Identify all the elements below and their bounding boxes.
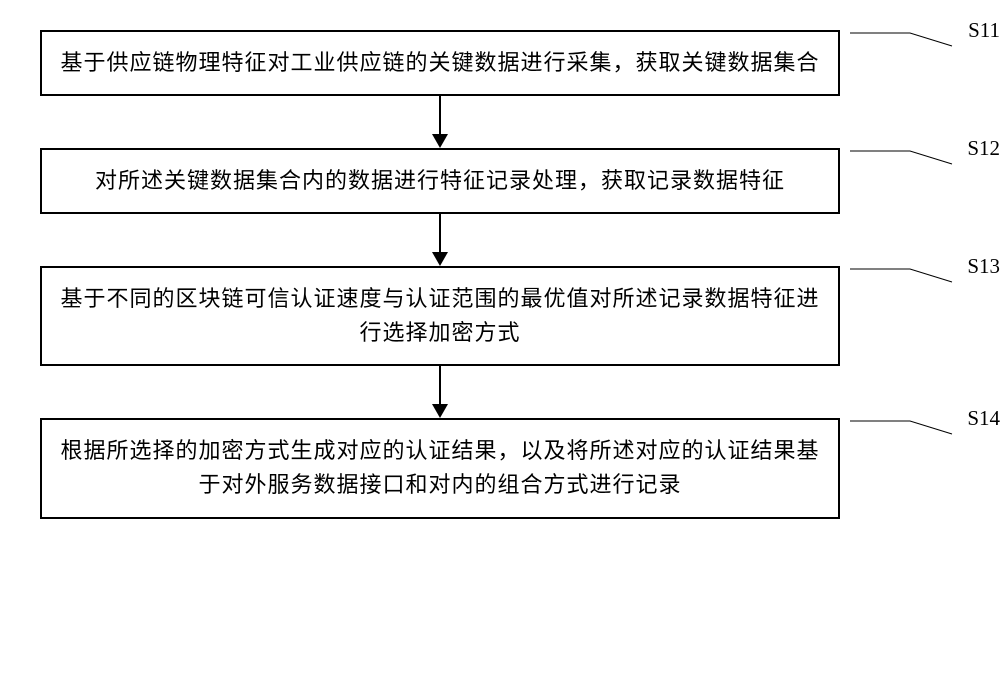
arrow-down-icon <box>428 96 452 148</box>
step-label: S13 <box>967 254 1000 279</box>
step-box: 对所述关键数据集合内的数据进行特征记录处理，获取记录数据特征 <box>40 148 840 214</box>
step-label: S11 <box>968 18 1000 43</box>
arrow-wrap <box>40 366 840 418</box>
step-s12: S12 对所述关键数据集合内的数据进行特征记录处理，获取记录数据特征 <box>40 148 960 214</box>
leader-line-s14 <box>850 418 960 436</box>
arrow-wrap <box>40 96 840 148</box>
step-s14: S14 根据所选择的加密方式生成对应的认证结果，以及将所述对应的认证结果基于对外… <box>40 418 960 518</box>
arrow-down-icon <box>428 366 452 418</box>
leader-line-s12 <box>850 148 960 166</box>
flowchart: S11 基于供应链物理特征对工业供应链的关键数据进行采集，获取关键数据集合 S1… <box>40 30 960 519</box>
step-label: S12 <box>967 136 1000 161</box>
step-box: 根据所选择的加密方式生成对应的认证结果，以及将所述对应的认证结果基于对外服务数据… <box>40 418 840 518</box>
step-box: 基于供应链物理特征对工业供应链的关键数据进行采集，获取关键数据集合 <box>40 30 840 96</box>
leader-line-s13 <box>850 266 960 284</box>
step-s11: S11 基于供应链物理特征对工业供应链的关键数据进行采集，获取关键数据集合 <box>40 30 960 96</box>
step-label: S14 <box>967 406 1000 431</box>
leader-line-s11 <box>850 30 960 48</box>
arrow-wrap <box>40 214 840 266</box>
step-s13: S13 基于不同的区块链可信认证速度与认证范围的最优值对所述记录数据特征进行选择… <box>40 266 960 366</box>
step-box: 基于不同的区块链可信认证速度与认证范围的最优值对所述记录数据特征进行选择加密方式 <box>40 266 840 366</box>
arrow-down-icon <box>428 214 452 266</box>
